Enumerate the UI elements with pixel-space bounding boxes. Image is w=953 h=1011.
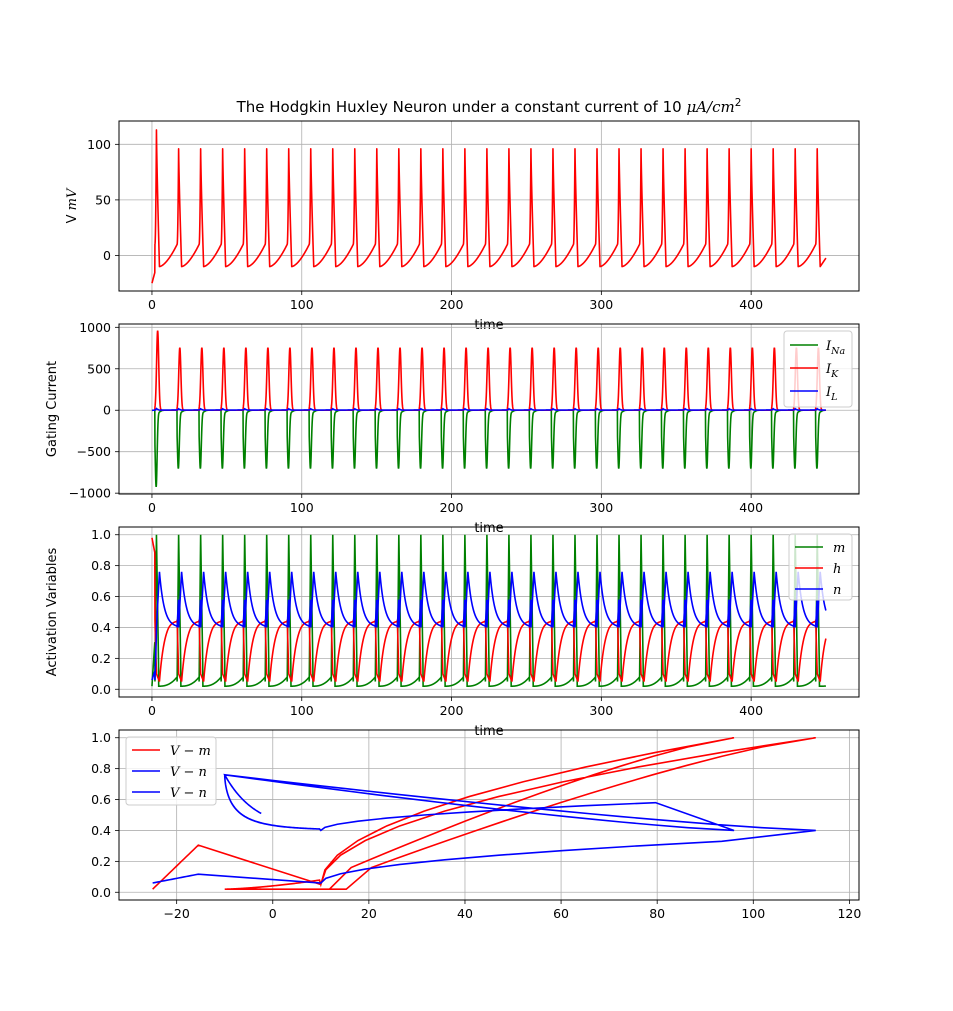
legend: mhn	[788, 533, 853, 601]
x-tick-label: 300	[589, 297, 613, 312]
x-tick-label: 0	[269, 906, 277, 921]
x-tick-label: 40	[457, 906, 473, 921]
y-tick-label: 1.0	[91, 730, 111, 745]
x-tick-label: 300	[589, 500, 613, 515]
x-tick-label: 0	[148, 500, 156, 515]
x-tick-label: 20	[361, 906, 377, 921]
plot-area	[151, 330, 826, 487]
x-tick-label: 200	[440, 297, 464, 312]
y-tick-label: 0.6	[91, 589, 111, 604]
y-tick-label: 500	[87, 361, 111, 376]
x-axis-label: time	[474, 724, 503, 739]
plot-area	[151, 534, 827, 687]
subplot-1: 0 100 200 300 400 0 50 100 time V mV	[65, 121, 859, 333]
x-tick-label: 100	[290, 703, 314, 718]
y-tick-label: 0.8	[91, 761, 111, 776]
v-m-series-line	[152, 736, 816, 890]
axes-frame	[118, 729, 860, 901]
y-tick-label: 0.0	[91, 885, 111, 900]
x-tick-label: 100	[741, 906, 765, 921]
y-tick-label: 0.2	[91, 854, 111, 869]
x-tick-label: 400	[739, 703, 763, 718]
subplot-2: 0 100 200 300 400 −1000 −500 0 500 1000 time Gating…	[45, 320, 859, 536]
x-tick-label: 120	[837, 906, 861, 921]
y-tick-label: 100	[87, 137, 111, 152]
legend-label: V − n	[170, 786, 207, 801]
y-tick-label: 1000	[79, 320, 111, 335]
ina-series-line	[151, 409, 826, 487]
y-tick-label: 0.8	[91, 558, 111, 573]
n-series-line	[151, 571, 827, 681]
v-n-series-line	[152, 773, 816, 884]
subplot-3: 0 100 200 300 400 0.0 0.2 0.4 0.6 0.8 1.0 time Activ…	[45, 527, 859, 739]
legend-box	[788, 533, 853, 601]
y-tick-label: 0.4	[91, 620, 111, 635]
figure-title: The Hodgkin Huxley Neuron under a consta…	[236, 97, 742, 116]
legend-label: m	[833, 541, 845, 556]
h-series-line	[151, 537, 827, 682]
plot-area	[152, 736, 816, 890]
x-tick-label: 200	[440, 500, 464, 515]
y-tick-label: 50	[95, 192, 111, 207]
x-tick-label: 0	[148, 297, 156, 312]
y-tick-label: 0.0	[91, 682, 111, 697]
x-axis-label: time	[474, 521, 503, 536]
subplot-4: −20 0 20 40 60 80 100 120 0.0 0.2 0.4 0.6 0.8 1.0 V − …	[91, 730, 861, 921]
y-tick-label: −1000	[69, 486, 111, 501]
ik-series-line	[151, 330, 826, 412]
x-tick-label: 80	[649, 906, 665, 921]
legend-label: n	[833, 583, 841, 598]
legend-label: V − n	[170, 765, 207, 780]
legend-label: IL	[825, 385, 837, 403]
legend: V − m V − n V − n	[125, 736, 217, 806]
axes-frame	[118, 526, 860, 698]
x-tick-label: 400	[739, 297, 763, 312]
y-tick-label: 0.2	[91, 651, 111, 666]
voltage-series-line	[151, 129, 827, 284]
axes-frame	[118, 323, 860, 495]
y-tick-label: 0.6	[91, 792, 111, 807]
legend-box	[783, 330, 853, 408]
legend-box	[125, 736, 217, 806]
legend: INa IK IL	[783, 330, 853, 408]
legend-label: V − m	[170, 744, 211, 759]
y-tick-label: 0	[103, 403, 111, 418]
x-axis-label: time	[474, 318, 503, 333]
legend-label: INa	[825, 339, 845, 357]
y-tick-label: −500	[77, 444, 111, 459]
axes-frame	[118, 120, 860, 292]
x-tick-label: 200	[440, 703, 464, 718]
x-tick-label: 60	[553, 906, 569, 921]
y-axis-label: Gating Current	[45, 361, 60, 457]
il-series-line	[151, 407, 826, 412]
legend-label: IK	[825, 362, 839, 380]
x-tick-label: 100	[290, 500, 314, 515]
x-tick-label: 300	[589, 703, 613, 718]
m-series-line	[151, 534, 826, 687]
y-axis-label: Activation Variables	[45, 547, 60, 676]
x-tick-label: 0	[148, 703, 156, 718]
x-tick-label: 400	[739, 500, 763, 515]
plot-area	[151, 129, 827, 284]
x-tick-label: 100	[290, 297, 314, 312]
legend-label: h	[833, 562, 841, 577]
x-tick-label: −20	[163, 906, 189, 921]
y-tick-label: 0.4	[91, 823, 111, 838]
y-tick-label: 0	[103, 248, 111, 263]
y-tick-label: 1.0	[91, 527, 111, 542]
y-axis-label: V mV	[65, 187, 80, 223]
